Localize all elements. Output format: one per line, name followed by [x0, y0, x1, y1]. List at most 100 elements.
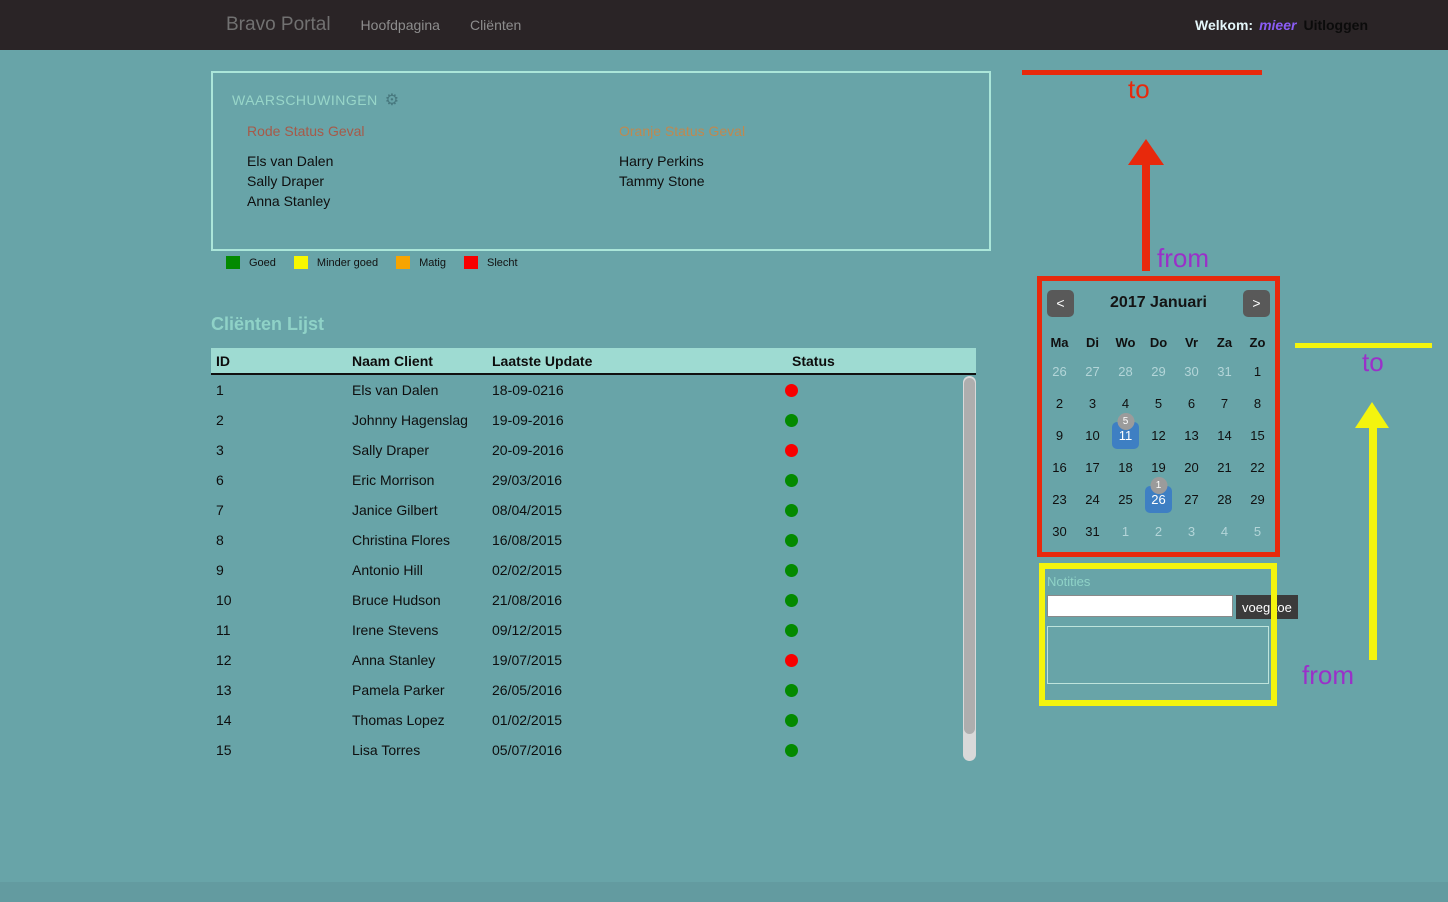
client-id: 1 — [216, 382, 224, 398]
calendar-day[interactable]: 31 — [1085, 523, 1100, 539]
calendar-day[interactable]: 9 — [1055, 427, 1064, 443]
calendar-day[interactable]: 14 — [1217, 427, 1232, 443]
calendar-day[interactable]: 12 — [1151, 427, 1166, 443]
annotation-yellow-arrow-shaft — [1369, 427, 1377, 660]
calendar-day[interactable]: 7 — [1220, 395, 1229, 411]
table-row[interactable]: 15 Lisa Torres 05/07/2016 — [211, 735, 976, 765]
footer-band — [0, 882, 1448, 902]
table-row[interactable]: 1 Els van Dalen 18-09-0216 — [211, 375, 976, 405]
calendar-day[interactable]: 5 — [1154, 395, 1163, 411]
table-row[interactable]: 3 Sally Draper 20-09-2016 — [211, 435, 976, 465]
calendar-day[interactable]: 10 — [1085, 427, 1100, 443]
table-row[interactable]: 11 Irene Stevens 09/12/2015 — [211, 615, 976, 645]
annotation-to-label-right: to — [1362, 347, 1384, 377]
calendar-day[interactable]: 29 — [1250, 491, 1265, 507]
calendar-day[interactable]: 1 — [1253, 363, 1262, 379]
calendar-day[interactable]: 18 — [1118, 459, 1133, 475]
note-input[interactable] — [1047, 595, 1233, 617]
calendar-day-selected[interactable]: 5 11 — [1109, 413, 1142, 451]
client-updated: 16/08/2015 — [492, 532, 563, 548]
calendar-day[interactable]: 4 — [1121, 395, 1130, 411]
logout-link[interactable]: Uitloggen — [1303, 17, 1368, 33]
clients-list-title: Cliënten Lijst — [211, 314, 325, 334]
calendar-weekday: Za — [1216, 334, 1233, 350]
status-dot — [785, 743, 798, 757]
client-name: Johnny Hagenslag — [352, 412, 468, 428]
table-header-row: ID Naam Client Laatste Update Status — [211, 348, 976, 375]
calendar-day[interactable]: 1 — [1121, 523, 1130, 539]
orange-swatch-icon — [396, 256, 411, 269]
username: mieer — [1259, 17, 1297, 33]
calendar-day[interactable]: 2 — [1154, 523, 1163, 539]
table-row[interactable]: 14 Thomas Lopez 01/02/2015 — [211, 705, 976, 735]
calendar-day[interactable]: 24 — [1085, 491, 1100, 507]
client-name: Pamela Parker — [352, 682, 445, 698]
calendar-day[interactable]: 2 — [1055, 395, 1064, 411]
calendar-day[interactable]: 8 — [1253, 395, 1262, 411]
table-row[interactable]: 6 Eric Morrison 29/03/2016 — [211, 465, 976, 495]
calendar-day[interactable]: 3 — [1187, 523, 1196, 539]
calendar-day[interactable]: 30 — [1052, 523, 1067, 539]
calendar-day[interactable]: 27 — [1184, 491, 1199, 507]
calendar-day[interactable]: 13 — [1184, 427, 1199, 443]
calendar-day[interactable]: 25 — [1118, 491, 1133, 507]
legend-label: Slecht — [486, 256, 518, 269]
gear-icon[interactable]: ⚙ — [384, 92, 400, 109]
status-dot — [785, 413, 798, 427]
calendar-day[interactable]: 15 — [1250, 427, 1265, 443]
nav-link-clienten[interactable]: Cliënten — [469, 17, 522, 33]
table-row[interactable]: 12 Anna Stanley 19/07/2015 — [211, 645, 976, 675]
calendar-day[interactable]: 3 — [1088, 395, 1097, 411]
calendar-day[interactable]: 20 — [1184, 459, 1199, 475]
calendar-day[interactable]: 21 — [1217, 459, 1232, 475]
client-id: 9 — [216, 562, 224, 578]
calendar-next-button[interactable]: > — [1243, 289, 1270, 317]
table-row[interactable]: 13 Pamela Parker 26/05/2016 — [211, 675, 976, 705]
calendar-day[interactable]: 27 — [1085, 363, 1100, 379]
calendar-day[interactable]: 19 — [1151, 459, 1166, 475]
calendar-day[interactable]: 22 — [1250, 459, 1265, 475]
client-id: 15 — [216, 742, 232, 758]
calendar-prev-button[interactable]: < — [1047, 289, 1074, 317]
calendar-weekday: Vr — [1184, 334, 1198, 350]
notes-title: Notities — [1047, 574, 1091, 589]
top-navbar: Bravo Portal Hoofdpagina Cliënten Welkom… — [0, 0, 1448, 50]
table-row[interactable]: 10 Bruce Hudson 21/08/2016 — [211, 585, 976, 615]
calendar-day[interactable]: 23 — [1052, 491, 1067, 507]
calendar-day[interactable]: 28 — [1217, 491, 1232, 507]
app-brand: Bravo Portal — [226, 14, 331, 35]
table-row[interactable]: 7 Janice Gilbert 08/04/2015 — [211, 495, 976, 525]
legend-item-matig: Matig — [396, 256, 446, 269]
table-row[interactable]: 8 Christina Flores 16/08/2015 — [211, 525, 976, 555]
client-name: Sally Draper — [352, 442, 430, 458]
calendar-day[interactable]: 29 — [1151, 363, 1166, 379]
calendar-day[interactable]: 16 — [1052, 459, 1067, 475]
client-updated: 08/04/2015 — [492, 502, 563, 518]
table-row[interactable]: 2 Johnny Hagenslag 19-09-2016 — [211, 405, 976, 435]
table-row[interactable]: 9 Antonio Hill 02/02/2015 — [211, 555, 976, 585]
calendar-day[interactable]: 4 — [1220, 523, 1229, 539]
calendar-day[interactable]: 28 — [1118, 363, 1133, 379]
status-legend: Goed Minder goed Matig Slecht — [226, 256, 536, 269]
client-updated: 20-09-2016 — [492, 442, 564, 458]
client-updated: 05/07/2016 — [492, 742, 563, 758]
calendar-day[interactable]: 30 — [1184, 363, 1199, 379]
client-name: Anna Stanley — [352, 652, 436, 668]
calendar-weekday: Zo — [1249, 334, 1266, 350]
calendar-day[interactable]: 17 — [1085, 459, 1100, 475]
calendar-day[interactable]: 6 — [1187, 395, 1196, 411]
calendar-day[interactable]: 31 — [1217, 363, 1232, 379]
nav-link-hoofdpagina[interactable]: Hoofdpagina — [360, 17, 440, 33]
warnings-header: WAARSCHUWINGEN ⚙ — [232, 90, 400, 110]
calendar-day[interactable]: 26 — [1052, 363, 1067, 379]
client-name: Eric Morrison — [352, 472, 435, 488]
add-note-button[interactable]: voeg toe — [1236, 595, 1298, 619]
calendar-grid: Ma Di Wo Do Vr Za Zo 26 27 28 29 30 31 1… — [1042, 329, 1275, 547]
scrollbar-thumb[interactable] — [964, 378, 975, 734]
client-updated: 01/02/2015 — [492, 712, 563, 728]
calendar-day-selected[interactable]: 1 26 — [1142, 477, 1175, 515]
calendar-day[interactable]: 5 — [1253, 523, 1262, 539]
annotation-to-label-top: to — [1128, 74, 1150, 104]
red-status-group: Rode Status Geval Els van Dalen Sally Dr… — [247, 123, 365, 211]
table-scrollbar[interactable] — [963, 376, 976, 761]
